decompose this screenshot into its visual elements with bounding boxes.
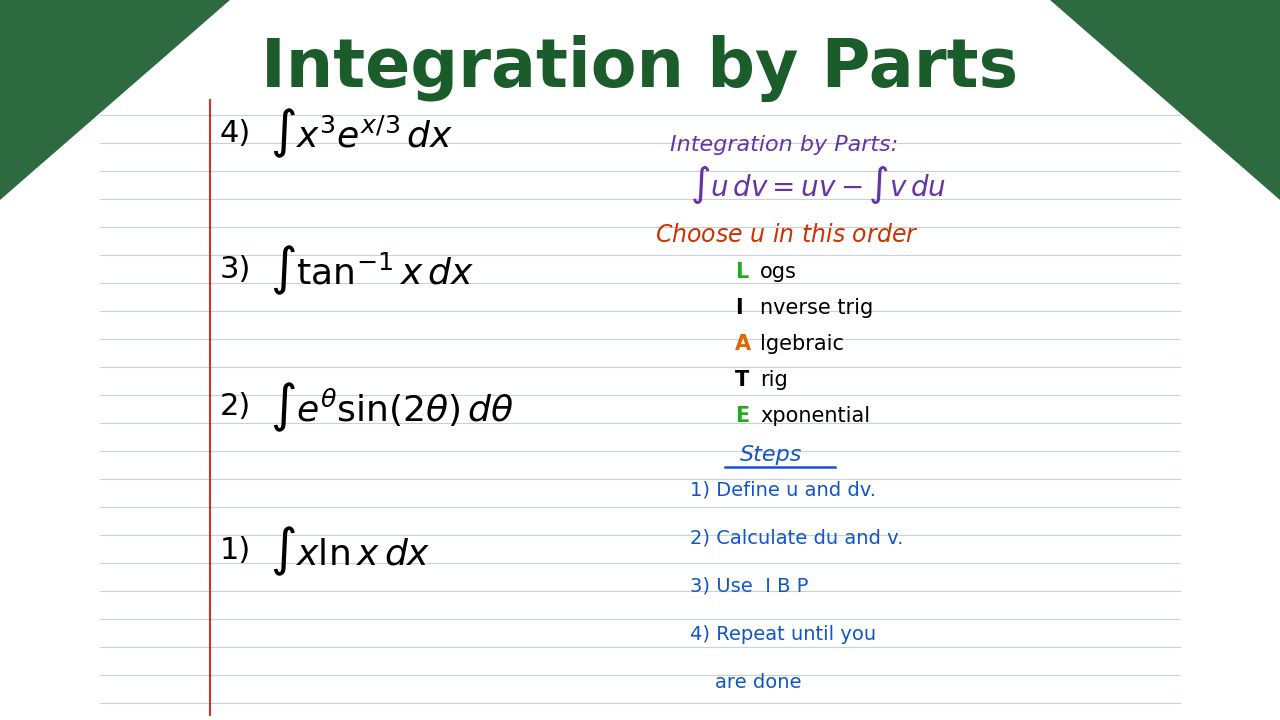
Text: Choose $u$ in this order: Choose $u$ in this order [655,223,919,247]
Text: E: E [735,406,749,426]
Text: $\int x\ln x\, dx$: $\int x\ln x\, dx$ [270,524,430,577]
Text: nverse trig: nverse trig [760,298,873,318]
Text: lgebraic: lgebraic [760,334,844,354]
Text: 4) Repeat until you: 4) Repeat until you [690,624,876,644]
Polygon shape [1050,0,1280,200]
Text: $\int e^{\theta}\sin(2\theta)\,d\theta$: $\int e^{\theta}\sin(2\theta)\,d\theta$ [270,380,515,433]
Text: $\int \tan^{-1}x\, dx$: $\int \tan^{-1}x\, dx$ [270,243,474,297]
Text: xponential: xponential [760,406,870,426]
Text: 1) Define u and dv.: 1) Define u and dv. [690,480,876,500]
Text: rig: rig [760,370,787,390]
Text: L: L [735,262,749,282]
Polygon shape [0,0,230,200]
Text: 1): 1) [220,536,251,565]
Text: I: I [735,298,742,318]
Text: 3) Use  I B P: 3) Use I B P [690,577,809,595]
Text: 4): 4) [220,119,251,148]
Text: 2) Calculate du and v.: 2) Calculate du and v. [690,528,904,547]
Text: $\int x^3 e^{x/3}\, dx$: $\int x^3 e^{x/3}\, dx$ [270,107,453,160]
Text: Integration by Parts:: Integration by Parts: [669,135,899,155]
Text: A: A [735,334,751,354]
Text: 2): 2) [220,392,251,421]
Text: ogs: ogs [760,262,797,282]
Text: Integration by Parts: Integration by Parts [261,35,1019,102]
Text: $\int u\,dv = uv - \int v\,du$: $\int u\,dv = uv - \int v\,du$ [690,164,946,206]
Text: are done: are done [690,672,801,691]
Text: 3): 3) [220,256,251,284]
Text: T: T [735,370,749,390]
Text: Steps: Steps [740,445,803,465]
